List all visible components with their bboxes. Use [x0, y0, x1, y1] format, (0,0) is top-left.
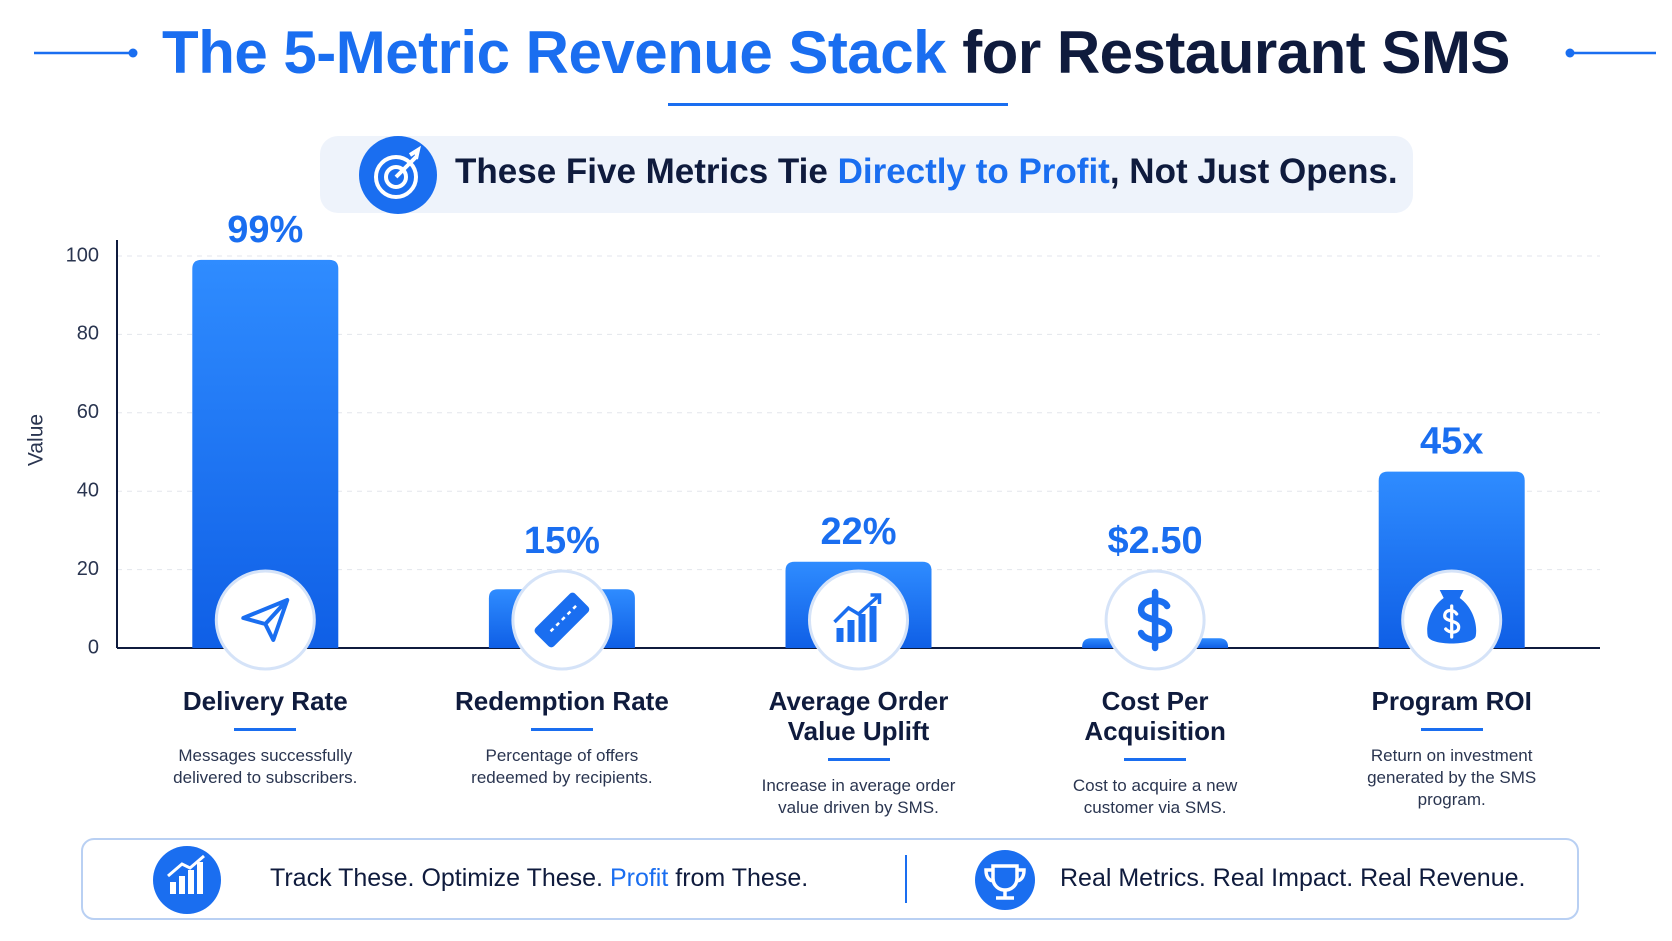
bar-icon — [833, 593, 882, 642]
footer-box — [81, 838, 1579, 920]
y-tick-label: 0 — [88, 636, 99, 658]
value-label: 99% — [227, 209, 303, 251]
value-label: 15% — [524, 520, 600, 562]
category-underline — [1124, 758, 1187, 761]
deco-dot — [1565, 48, 1575, 58]
trophy-icon — [975, 850, 1035, 910]
y-tick-label: 60 — [77, 401, 99, 423]
deco-dot — [128, 48, 138, 58]
category-underline — [827, 758, 890, 761]
bar — [192, 259, 339, 648]
bar-icon — [534, 592, 590, 648]
x-tick-label: Average Order Value Uplift — [768, 686, 949, 746]
y-tick-label: 100 — [66, 244, 99, 266]
subtitle-part: These Five Metrics Tie — [455, 152, 838, 191]
x-tick-label: Delivery Rate — [182, 686, 348, 716]
value-label: 22% — [820, 511, 896, 553]
bar-icon — [1427, 590, 1477, 644]
category-description: Messages successfully delivered to subsc… — [173, 746, 358, 787]
chart-glyph — [167, 854, 205, 894]
y-axis-label: Value — [25, 414, 48, 466]
subtitle-highlight: Directly to Profit — [837, 152, 1110, 191]
x-tick-label: Program ROI — [1371, 686, 1532, 716]
y-tick-label: 20 — [77, 558, 99, 580]
category: Average Order Value Uplift Increase in av… — [734, 686, 984, 819]
category: Delivery Rate Messages successfully deliv… — [140, 686, 390, 789]
category-description: Cost to acquire a new customer via SMS. — [1072, 776, 1238, 817]
category: Cost Per Acquisition Cost to acquire a ne… — [1030, 686, 1280, 819]
category-underline — [234, 728, 297, 731]
footer-part: from These. — [668, 864, 809, 892]
subtitle-part: , Not Just Opens. — [1109, 152, 1398, 191]
footer-right: Real Metrics. Real Impact. Real Revenue. — [1060, 864, 1526, 892]
value-label: $2.50 — [1108, 520, 1203, 562]
title-highlight: The 5-Metric Revenue Stack — [162, 19, 947, 86]
subtitle: These Five Metrics Tie Directly to Profi… — [455, 152, 1398, 192]
subtitle-pill — [320, 136, 1413, 213]
y-tick-label: 80 — [77, 323, 99, 345]
title-rest: for Restaurant SMS — [962, 19, 1510, 86]
category: Redemption Rate Percentage of offers rede… — [437, 686, 687, 789]
footer-highlight: Profit — [609, 864, 669, 892]
category-description: Return on investment generated by the SM… — [1367, 746, 1537, 809]
value-label: 45x — [1420, 421, 1483, 463]
y-tick-label: 40 — [77, 479, 99, 501]
target-glyph — [374, 145, 421, 199]
title: The 5-Metric Revenue Stack for Restauran… — [0, 18, 1672, 87]
title-underline — [668, 103, 1008, 106]
trophy-glyph — [984, 864, 1026, 900]
x-tick-label: Cost Per Acquisition — [1084, 686, 1226, 746]
category-underline — [530, 728, 593, 731]
chart-icon — [153, 846, 221, 914]
footer-part: Track These. Optimize These. — [270, 864, 610, 892]
bar-icon-ring — [214, 569, 316, 671]
bar-icon — [1137, 588, 1173, 652]
category: Program ROI Return on investment generate… — [1327, 686, 1577, 811]
category-underline — [1420, 728, 1483, 731]
bar-icon — [241, 598, 290, 642]
x-tick-label: Redemption Rate — [454, 686, 669, 716]
category-description: Percentage of offers redeemed by recipie… — [471, 746, 653, 787]
category-description: Increase in average order value driven b… — [761, 776, 956, 817]
footer-left: Track These. Optimize These. Profit from… — [270, 864, 808, 893]
